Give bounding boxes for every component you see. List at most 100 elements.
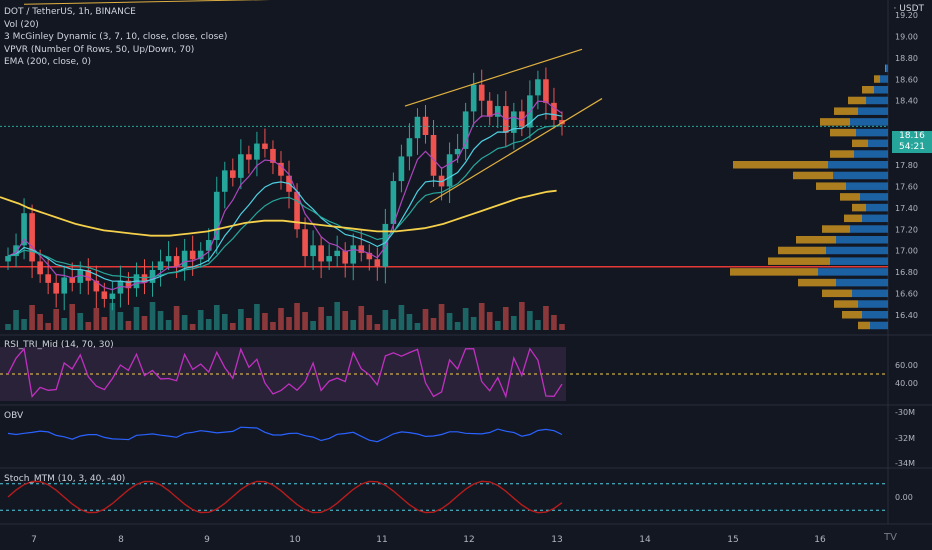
volume-profile-up-bar xyxy=(862,214,888,223)
candle-body xyxy=(414,116,421,139)
candle-body xyxy=(85,270,92,281)
candle-body xyxy=(173,256,180,267)
price-tick-label: 16.60 xyxy=(895,290,918,299)
candle-body xyxy=(334,250,340,257)
volume-bar xyxy=(543,306,549,330)
volume-bar xyxy=(205,319,212,330)
volume-bar xyxy=(13,310,19,330)
rsi-line xyxy=(7,347,563,399)
volume-profile-up-bar xyxy=(833,171,888,180)
candle-body xyxy=(350,245,357,264)
volume-profile-down-bar xyxy=(874,75,880,83)
volume-bar xyxy=(511,316,517,330)
volume-profile-down-bar xyxy=(822,289,852,298)
candle-body xyxy=(310,245,316,257)
candle-body xyxy=(101,291,108,299)
rsi-tick-label: 40.00 xyxy=(895,379,918,388)
candle-body xyxy=(125,280,132,289)
volume-profile-up-bar xyxy=(836,236,888,244)
volume-bar xyxy=(535,320,541,330)
volume-bar xyxy=(149,302,156,330)
volume-profile-up-bar xyxy=(858,300,888,308)
indicator-volume[interactable]: Vol (20) xyxy=(4,19,39,30)
volume-bar xyxy=(310,321,316,330)
volume-bar xyxy=(414,323,421,330)
volume-profile-up-bar xyxy=(852,289,888,298)
volume-profile-up-bar xyxy=(870,321,888,330)
indicator-mcginley[interactable]: 3 McGinley Dynamic (3, 7, 10, close, clo… xyxy=(4,32,228,42)
candle-body xyxy=(5,256,11,262)
volume-bar xyxy=(527,311,533,330)
volume-bar xyxy=(326,316,332,330)
volume-profile-down-bar xyxy=(822,225,850,233)
volume-bar xyxy=(125,321,132,330)
volume-bar xyxy=(238,309,244,330)
candle-body xyxy=(486,100,493,117)
candle-body xyxy=(205,240,212,251)
volume-bar xyxy=(117,312,124,330)
volume-profile-up-bar xyxy=(836,278,888,287)
price-tick-label: 16.40 xyxy=(895,311,918,320)
candle-body xyxy=(61,277,68,294)
volume-bar xyxy=(109,303,116,330)
volume-profile-up-bar xyxy=(826,246,888,255)
price-tick-label: 18.40 xyxy=(895,97,918,106)
volume-profile-down-bar xyxy=(848,96,866,105)
volume-bar xyxy=(181,315,188,330)
candle-body xyxy=(470,84,477,112)
volume-profile-up-bar xyxy=(862,311,888,319)
candle-body xyxy=(69,277,76,283)
candle-body xyxy=(318,245,324,262)
tradingview-logo-icon: TV xyxy=(884,532,897,543)
indicator-ema[interactable]: EMA (200, close, 0) xyxy=(4,57,92,67)
candle-body xyxy=(189,250,196,260)
volume-bar xyxy=(438,304,445,330)
price-axis-unit[interactable]: · USDT xyxy=(893,4,924,14)
volume-bar xyxy=(318,307,324,330)
candle-body xyxy=(29,213,35,262)
symbol-title[interactable]: DOT / TetherUS, 1h, BINANCE xyxy=(4,7,136,17)
volume-bar xyxy=(390,319,397,330)
volume-bar xyxy=(29,305,35,330)
mcginley-line xyxy=(7,125,563,279)
candle-body xyxy=(406,138,413,157)
volume-bar xyxy=(302,312,308,330)
candle-body xyxy=(278,162,284,176)
mcginley-line xyxy=(7,100,563,291)
volume-bar xyxy=(446,313,453,330)
candle-body xyxy=(342,250,349,264)
stoch-pane-title[interactable]: Stoch_MTM (10, 3, 40, -40) xyxy=(4,474,126,484)
volume-bar xyxy=(53,309,59,330)
volume-bar xyxy=(398,305,405,330)
price-tick-label: 16.80 xyxy=(895,268,918,277)
candle-body xyxy=(213,191,220,240)
volume-profile-down-bar xyxy=(768,257,830,265)
volume-profile-down-bar xyxy=(834,107,858,115)
volume-bar xyxy=(37,314,43,330)
volume-bar xyxy=(454,322,461,330)
volume-bar xyxy=(246,318,252,330)
candle-body xyxy=(462,111,469,149)
volume-bar xyxy=(270,322,276,330)
candle-body xyxy=(77,270,84,283)
price-tick-label: 17.80 xyxy=(895,161,918,170)
indicator-vpvr[interactable]: VPVR (Number Of Rows, 50, Up/Down, 70) xyxy=(4,44,195,55)
chart-legend: DOT / TetherUS, 1h, BINANCE Vol (20) 3 M… xyxy=(4,6,227,69)
volume-bar xyxy=(69,304,76,330)
volume-profile-down-bar xyxy=(852,203,866,212)
time-tick-label: 8 xyxy=(118,535,124,545)
stoch-tick-label: 0.00 xyxy=(895,493,913,502)
obv-pane-title[interactable]: OBV xyxy=(4,411,24,421)
volume-profile-up-bar xyxy=(858,107,888,115)
volume-profile-up-bar xyxy=(818,268,888,276)
candle-body xyxy=(430,135,437,176)
candle-body xyxy=(197,250,204,260)
candle-body xyxy=(181,250,188,267)
candle-body xyxy=(494,106,501,117)
candle-body xyxy=(157,261,164,270)
candle-body xyxy=(543,79,549,103)
rsi-pane-title[interactable]: RSI_TRI_Mid (14, 70, 30) xyxy=(4,340,114,350)
volume-profile-down-bar xyxy=(852,139,868,148)
candle-body xyxy=(326,256,332,262)
